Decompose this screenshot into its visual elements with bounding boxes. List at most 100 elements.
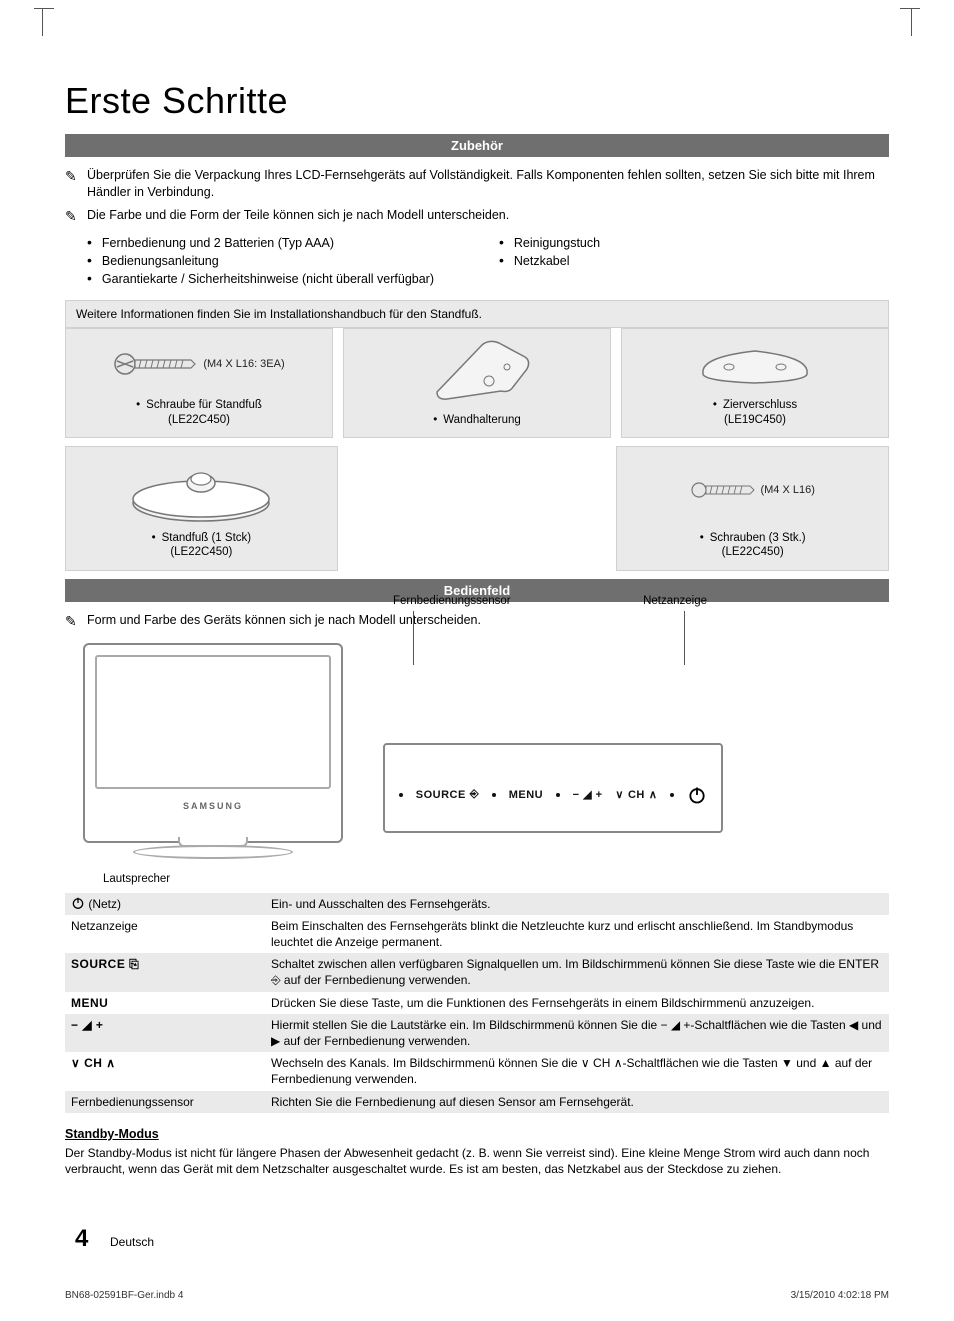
note-icon: ✎: [65, 167, 77, 186]
function-table: (Netz)Ein- und Ausschalten des Fernsehge…: [65, 893, 889, 1113]
divider-dot: [556, 793, 560, 797]
crop-mark: [900, 8, 920, 22]
note-text: ✎ Form und Farbe des Geräts können sich …: [65, 612, 889, 629]
function-desc: Drücken Sie diese Taste, um die Funktion…: [265, 992, 889, 1014]
function-desc: Beim Einschalten des Fernsehgeräts blink…: [265, 915, 889, 953]
speaker-label: Lautsprecher: [103, 873, 343, 885]
part-illustration: [628, 337, 882, 393]
function-key: MENU: [65, 992, 265, 1014]
tv-screen: [95, 655, 331, 789]
part-extra: (M4 X L16: 3EA): [203, 358, 284, 370]
divider-dot: [492, 793, 496, 797]
spacer: [348, 446, 607, 571]
part-cell: •Wandhalterung: [343, 328, 611, 438]
leader-line: [684, 611, 685, 665]
print-footer: BN68-02591BF-Ger.indb 4 3/15/2010 4:02:1…: [65, 1290, 889, 1301]
tv-stand: [133, 845, 293, 859]
part-extra: (M4 X L16): [760, 484, 814, 496]
list-left: Fernbedienung und 2 Batterien (Typ AAA) B…: [65, 232, 477, 288]
part-cell: (M4 X L16) •Schrauben (3 Stk.)(LE22C450): [616, 446, 889, 571]
function-desc: Ein- und Ausschalten des Fernsehgeräts.: [265, 893, 889, 915]
part-label: •Schrauben (3 Stk.)(LE22C450): [700, 531, 806, 560]
crop-mark: [34, 8, 54, 22]
note-icon: ✎: [65, 207, 77, 226]
function-key: Fernbedienungssensor: [65, 1091, 265, 1113]
sensor-dot: [399, 793, 403, 797]
table-row: SOURCE ⎘Schaltet zwischen allen verfügba…: [65, 953, 889, 991]
function-desc: Wechseln des Kanals. Im Bildschirmmenü k…: [265, 1052, 889, 1090]
page-title: Erste Schritte: [65, 80, 889, 122]
part-label: •Standfuß (1 Stck)(LE22C450): [152, 531, 252, 560]
stand-info-box: Weitere Informationen finden Sie im Inst…: [65, 300, 889, 328]
ch-label: CH: [628, 789, 645, 801]
part-cell: (M4 X L16: 3EA) •Schraube für Standfuß(LE…: [65, 328, 333, 438]
volume-buttons: − ◢ +: [573, 788, 603, 801]
footer-right: 3/15/2010 4:02:18 PM: [791, 1290, 889, 1301]
page-number: 4: [75, 1225, 88, 1253]
tv-brand-label: SAMSUNG: [85, 801, 341, 811]
list-item: Reinigungstuch: [499, 234, 889, 250]
list-right: Reinigungstuch Netzkabel: [477, 232, 889, 288]
leader-line: [413, 611, 414, 665]
standby-heading: Standby-Modus: [65, 1127, 889, 1141]
part-label: •Schraube für Standfuß(LE22C450): [136, 398, 262, 427]
part-illustration: (M4 X L16: 3EA): [72, 337, 326, 393]
note-body: Überprüfen Sie die Verpackung Ihres LCD-…: [87, 168, 875, 199]
chevron-up-icon: ∧: [649, 788, 658, 801]
chevron-down-icon: ∨: [615, 788, 624, 801]
note-text: ✎ Überprüfen Sie die Verpackung Ihres LC…: [65, 167, 889, 201]
part-cell: •Zierverschluss(LE19C450): [621, 328, 889, 438]
standby-body: Der Standby-Modus ist nicht für längere …: [65, 1145, 889, 1177]
part-illustration: [350, 337, 604, 407]
page-language: Deutsch: [110, 1235, 154, 1249]
part-label: •Zierverschluss(LE19C450): [713, 398, 797, 427]
table-row: NetzanzeigeBeim Einschalten des Fernsehg…: [65, 915, 889, 953]
control-strip: SOURCE ⎆ MENU − ◢ + ∨ CH ∧: [383, 743, 723, 833]
part-illustration: [72, 455, 331, 525]
sensor-callout: Fernbedienungssensor: [393, 595, 511, 607]
tv-frame: SAMSUNG: [83, 643, 343, 843]
part-label: •Wandhalterung: [433, 413, 521, 427]
table-row: ∨ CH ∧Wechseln des Kanals. Im Bildschirm…: [65, 1052, 889, 1090]
function-desc: Richten Sie die Fernbedienung auf diesen…: [265, 1091, 889, 1113]
power-callout: Netzanzeige: [643, 595, 707, 607]
control-panel-diagram: SAMSUNG Lautsprecher Fernbedienungssenso…: [83, 643, 889, 885]
tv-illustration: SAMSUNG Lautsprecher: [83, 643, 343, 885]
function-key: SOURCE ⎘: [65, 953, 265, 991]
control-buttons-row: SOURCE ⎆ MENU − ◢ + ∨ CH ∧: [399, 785, 707, 805]
parts-row-1: (M4 X L16: 3EA) •Schraube für Standfuß(LE…: [65, 328, 889, 438]
channel-buttons: ∨ CH ∧: [615, 788, 657, 801]
page-sheet: Erste Schritte Zubehör ✎ Überprüfen Sie …: [0, 0, 954, 1321]
part-cell: •Standfuß (1 Stck)(LE22C450): [65, 446, 338, 571]
list-item: Netzkabel: [499, 252, 889, 268]
source-button: SOURCE ⎆: [416, 788, 479, 801]
function-desc: Schaltet zwischen allen verfügbaren Sign…: [265, 953, 889, 991]
list-item: Garantiekarte / Sicherheitshinweise (nic…: [87, 270, 477, 286]
menu-button: MENU: [509, 789, 543, 801]
accessories-list: Fernbedienung und 2 Batterien (Typ AAA) B…: [65, 232, 889, 288]
function-key: ∨ CH ∧: [65, 1052, 265, 1090]
function-key: − ◢ +: [65, 1014, 265, 1052]
table-row: (Netz)Ein- und Ausschalten des Fernsehge…: [65, 893, 889, 915]
note-body: Die Farbe und die Form der Teile können …: [87, 208, 509, 222]
note-body: Form und Farbe des Geräts können sich je…: [87, 613, 481, 627]
part-illustration: (M4 X L16): [623, 455, 882, 525]
note-icon: ✎: [65, 612, 77, 631]
list-item: Fernbedienung und 2 Batterien (Typ AAA): [87, 234, 477, 250]
function-desc: Hiermit stellen Sie die Lautstärke ein. …: [265, 1014, 889, 1052]
table-row: MENUDrücken Sie diese Taste, um die Funk…: [65, 992, 889, 1014]
list-item: Bedienungsanleitung: [87, 252, 477, 268]
section-heading-accessories: Zubehör: [65, 134, 889, 157]
enter-icon: ⎆: [470, 788, 479, 801]
function-key: (Netz): [65, 893, 265, 915]
power-icon: [687, 785, 707, 805]
control-strip-wrap: Fernbedienungssensor Netzanzeige SOURCE …: [383, 643, 723, 833]
source-label: SOURCE: [416, 789, 466, 801]
table-row: FernbedienungssensorRichten Sie die Fern…: [65, 1091, 889, 1113]
table-row: − ◢ +Hiermit stellen Sie die Lautstärke …: [65, 1014, 889, 1052]
function-key: Netzanzeige: [65, 915, 265, 953]
footer-left: BN68-02591BF-Ger.indb 4: [65, 1290, 183, 1301]
indicator-dot: [670, 793, 674, 797]
note-text: ✎ Die Farbe und die Form der Teile könne…: [65, 207, 889, 224]
parts-row-2: •Standfuß (1 Stck)(LE22C450) (M4 X L16) •…: [65, 446, 889, 571]
